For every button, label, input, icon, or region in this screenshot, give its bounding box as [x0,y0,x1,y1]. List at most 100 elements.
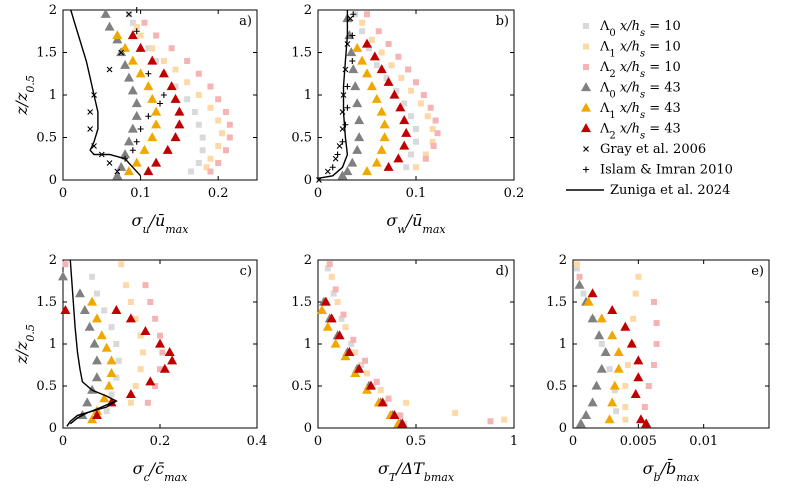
data-point [91,372,102,382]
x-tick-label: 1 [510,434,518,449]
y-tick-label: 0 [559,421,567,436]
x-tick-label: 0 [59,186,67,201]
data-point [408,87,415,94]
data-point [600,347,611,356]
data-point [141,19,148,26]
data-point [376,144,387,154]
plot-area [316,261,508,428]
data-point [115,357,122,364]
data-point [429,138,436,145]
data-point [613,347,624,356]
data-point [133,138,140,145]
panel-b: 0 0.1 0.2 0 0.5 1 1.5 2 b) σw/ūmax [291,3,524,236]
data-point [116,161,127,171]
y-axis-label: z/z0.5 [12,324,37,365]
data-point [226,134,233,141]
data-point [609,380,620,390]
panel-c: 0 0.2 0.4 0 0.5 1 1.5 2 c) σc/c̄max z/z0.5 [12,253,267,484]
data-point [96,330,107,340]
data-point [215,160,222,166]
data-point [336,143,343,149]
plot-area [316,10,441,183]
data-point [145,45,152,52]
data-point [383,75,390,81]
data-point [377,387,384,394]
axes-box [317,259,515,429]
data-point [633,355,644,365]
data-point [140,326,151,335]
data-point [215,143,222,149]
data-point [651,362,658,368]
data-point [362,357,369,364]
data-point [633,372,644,382]
data-point [413,138,419,145]
data-point [112,170,123,180]
data-point [342,324,349,331]
data-point [358,362,365,368]
data-point [137,126,144,132]
data-point [159,349,166,356]
axes-box [62,9,258,181]
data-point [620,321,631,331]
legend-label: Gray et al. 2006 [600,142,706,157]
data-point [131,98,142,108]
data-point [651,299,658,305]
data-point [159,363,170,373]
data-point [408,113,415,120]
data-point [199,134,206,141]
data-point [422,151,429,158]
data-point [399,140,410,150]
x-axis-label: σc/c̄max [133,459,188,484]
y-tick-label: 0.5 [36,379,57,394]
data-point [153,58,160,64]
data-point [574,279,585,289]
y-tick-label: 0 [49,421,57,436]
data-point [140,349,147,356]
data-point [348,341,355,347]
data-point [340,311,347,318]
y-tick-label: 1.5 [291,46,312,61]
data-point [622,383,629,389]
x-tick-label: 0.01 [689,434,718,449]
data-point [653,320,660,326]
data-point [397,418,408,428]
data-point [149,45,156,52]
data-point [120,149,131,159]
data-point [337,170,348,180]
data-point [129,147,136,154]
data-point [199,147,206,154]
data-point [91,410,102,419]
data-point [203,164,210,171]
data-point [135,42,146,52]
data-point [373,62,380,69]
data-point [326,313,337,323]
data-point [60,305,71,314]
data-point [371,93,382,103]
data-point [362,38,372,48]
data-point [429,126,436,132]
x-tick-label: 0 [59,434,67,449]
data-point [127,30,138,40]
data-point [118,49,125,56]
data-point [613,408,620,415]
series-line [69,399,117,425]
data-point [145,70,152,77]
data-point [413,79,419,86]
data-point [357,55,368,65]
data-point [87,126,94,132]
data-point [604,414,615,424]
legend-swatch [583,43,589,50]
data-point [383,76,394,86]
data-point [324,168,331,175]
panel-a: 0 0.1 0.2 0 0.5 1 1.5 2 a) σu/ūmax z/z0.5 [12,3,258,236]
data-point [226,121,233,128]
data-point [147,55,158,65]
panel-e: 0 0.005 0.01 0 0.5 1 1.5 2 e) σb/b̄max [546,253,770,484]
data-point [123,282,130,289]
data-point [352,144,363,154]
data-point [622,416,629,423]
legend-label: Λ1 x/hs = 43 [599,101,681,121]
data-point [417,100,424,107]
data-point [624,362,631,368]
